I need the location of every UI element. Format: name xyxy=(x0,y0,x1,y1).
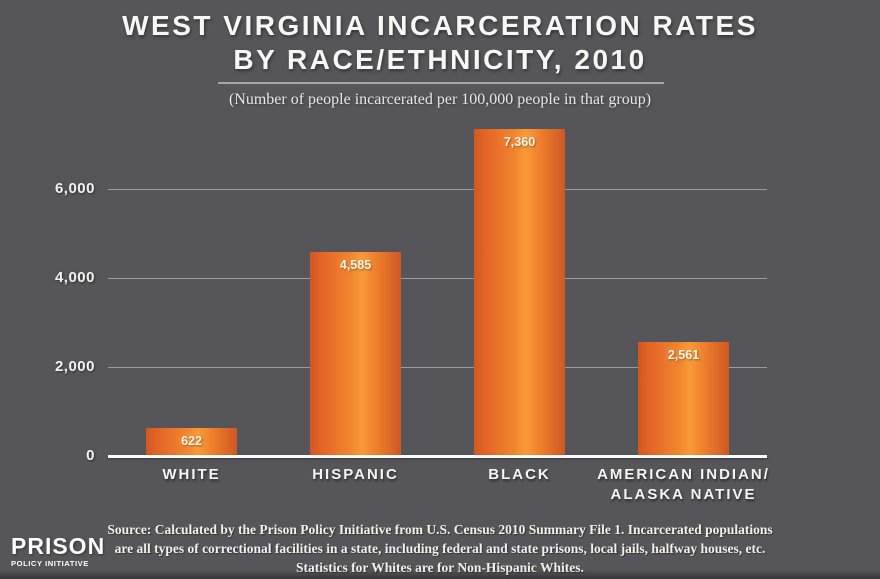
source-note-line-1: Source: Calculated by the Prison Policy … xyxy=(107,522,773,537)
x-axis-category-label-black: BLACK xyxy=(405,465,635,485)
bar-black: 7,360 xyxy=(474,128,565,456)
y-axis-tick-label-6-000: 6,000 xyxy=(54,180,95,197)
bar-value-label-black: 7,360 xyxy=(503,134,536,149)
category-label-line: ALASKA NATIVE xyxy=(610,486,757,503)
logo-tagline: POLICY INITIATIVE xyxy=(11,559,89,568)
chart-title-line-2: BY RACE/ETHNICITY, 2010 xyxy=(233,44,647,75)
gridline-4-000 xyxy=(108,278,767,279)
x-axis-baseline xyxy=(108,455,767,458)
chart-title-line-1: WEST VIRGINIA INCARCERATION RATES xyxy=(122,10,758,41)
title-underline-rule xyxy=(218,82,664,84)
y-axis-tick-label-0: 0 xyxy=(86,447,95,464)
category-label-line: HISPANIC xyxy=(312,466,399,483)
x-axis-category-label-hispanic: HISPANIC xyxy=(241,465,471,485)
bar-white: 622 xyxy=(146,428,237,456)
bar-value-label-hispanic: 4,585 xyxy=(339,258,372,272)
y-axis-tick-label-4-000: 4,000 xyxy=(54,269,95,286)
category-label-line: AMERICAN INDIAN/ xyxy=(597,466,770,483)
x-axis-category-label-american-indian-alaska-native: AMERICAN INDIAN/ALASKA NATIVE xyxy=(569,465,799,505)
prison-policy-initiative-logo: PRISON POLICY INITIATIVE xyxy=(11,533,106,569)
bar-hispanic: 4,585 xyxy=(310,252,401,456)
category-label-line: BLACK xyxy=(488,466,551,483)
gridline-2-000 xyxy=(108,367,767,368)
chart-subtitle: (Number of people incarcerated per 100,0… xyxy=(228,91,652,108)
x-axis-category-label-white: WHITE xyxy=(77,465,307,485)
y-axis-tick-label-2-000: 2,000 xyxy=(54,358,95,375)
source-note-line-3: Statistics for Whites are for Non-Hispan… xyxy=(296,560,584,575)
gridline-6-000 xyxy=(108,189,767,190)
logo-wordmark: PRISON xyxy=(11,533,106,559)
source-note-line-2: are all types of correctional facilities… xyxy=(114,541,766,556)
category-label-line: WHITE xyxy=(162,466,221,483)
bar-value-label-american-indian-alaska-native: 2,561 xyxy=(667,348,700,362)
bar-value-label-white: 622 xyxy=(181,434,202,449)
bar-american-indian-alaska-native: 2,561 xyxy=(638,342,729,456)
